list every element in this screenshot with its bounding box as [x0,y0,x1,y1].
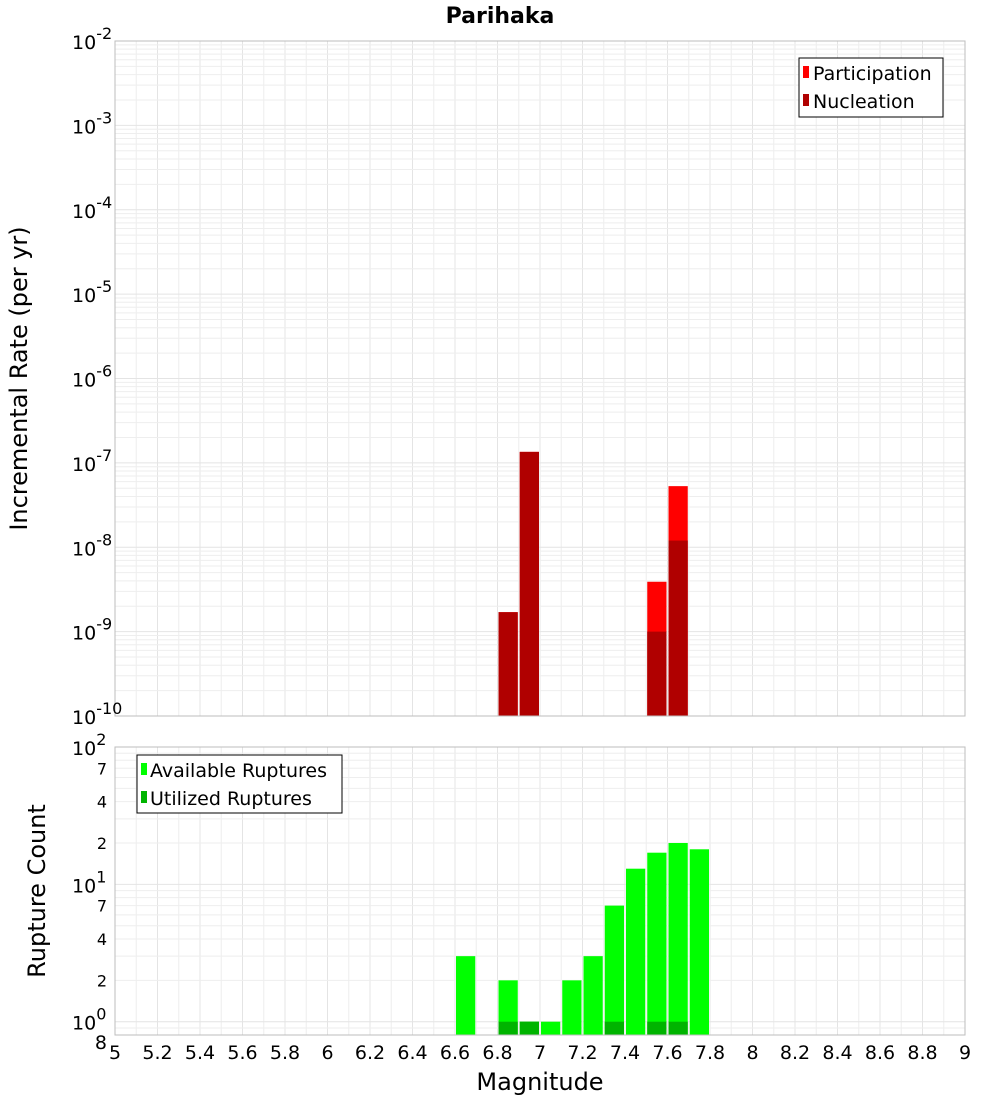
legend-swatch [141,763,147,775]
nucleation-bar [498,612,518,716]
legend-label: Available Ruptures [150,760,327,782]
legend-swatch [803,94,809,106]
y-minor-tick-label: 7 [97,759,107,778]
x-tick-label: 6.6 [440,1042,470,1064]
y-tick-label: 101 [72,867,106,897]
legend-label: Participation [813,63,932,85]
legend-swatch [141,791,147,803]
x-tick-label: 7.8 [695,1042,725,1064]
utilized-ruptures-bar [647,1021,667,1035]
x-axis-label: Magnitude [476,1068,603,1096]
available-ruptures-bar [647,852,667,1035]
available-ruptures-bar [498,980,518,1035]
available-ruptures-bar [689,849,709,1035]
x-tick-label: 8.6 [865,1042,895,1064]
available-ruptures-bar [626,868,646,1035]
y-tick-label: 100 [72,1005,106,1035]
utilized-ruptures-bar [668,1021,688,1035]
top-plot-frame [114,40,966,717]
utilized-ruptures-bar [519,1021,539,1035]
y-minor-tick-label: 8 [95,1032,107,1054]
x-tick-label: 8 [746,1042,758,1064]
y-axis-label: Rupture Count [23,804,51,978]
y-tick-label: 10-8 [72,530,112,560]
available-ruptures-bar [562,980,582,1035]
y-tick-label: 10-6 [72,362,112,392]
y-tick-label: 102 [72,730,106,760]
utilized-ruptures-bar [604,1021,624,1035]
available-ruptures-bar [604,905,624,1035]
bottom-plot-frame [114,746,966,1036]
y-minor-tick-label: 7 [97,897,107,916]
y-tick-label: 10-2 [72,24,112,54]
x-tick-label: 8.8 [907,1042,937,1064]
x-tick-label: 7.6 [652,1042,682,1064]
x-tick-label: 6.8 [482,1042,512,1064]
available-ruptures-bar [541,1021,561,1035]
x-tick-label: 5.8 [270,1042,300,1064]
available-ruptures-bar [456,956,476,1035]
y-tick-label: 10-9 [72,615,112,645]
y-tick-label: 10-10 [72,699,122,729]
y-minor-tick-label: 2 [97,971,107,990]
y-minor-tick-label: 4 [97,793,107,812]
y-minor-tick-label: 4 [97,930,107,949]
chart-title: Parihaka [446,4,555,29]
x-tick-label: 7.2 [567,1042,597,1064]
x-tick-label: 5 [109,1042,121,1064]
x-tick-label: 6 [321,1042,333,1064]
y-tick-label: 10-5 [72,277,112,307]
legend-swatch [803,66,809,78]
nucleation-bar [668,540,688,716]
y-tick-label: 10-3 [72,108,112,138]
available-ruptures-bar [668,843,688,1035]
legend-label: Utilized Ruptures [150,788,312,810]
x-tick-label: 8.4 [822,1042,852,1064]
legend-label: Nucleation [813,91,915,113]
y-tick-label: 10-4 [72,193,112,223]
utilized-ruptures-bar [498,1021,518,1035]
legend-box [798,57,944,118]
legend-box [136,754,343,814]
x-tick-label: 6.4 [397,1042,427,1064]
available-ruptures-bar [583,956,603,1035]
x-tick-label: 5.2 [142,1042,172,1064]
x-tick-label: 8.2 [780,1042,810,1064]
nucleation-bar [647,631,667,716]
nucleation-bar [519,451,539,716]
x-tick-label: 7 [534,1042,546,1064]
x-tick-label: 7.4 [610,1042,640,1064]
y-axis-label: Incremental Rate (per yr) [5,226,33,530]
x-tick-label: 5.4 [185,1042,215,1064]
x-tick-label: 5.6 [227,1042,257,1064]
y-minor-tick-label: 2 [97,834,107,853]
y-tick-label: 10-7 [72,446,112,476]
x-tick-label: 6.2 [355,1042,385,1064]
x-tick-label: 9 [959,1042,971,1064]
